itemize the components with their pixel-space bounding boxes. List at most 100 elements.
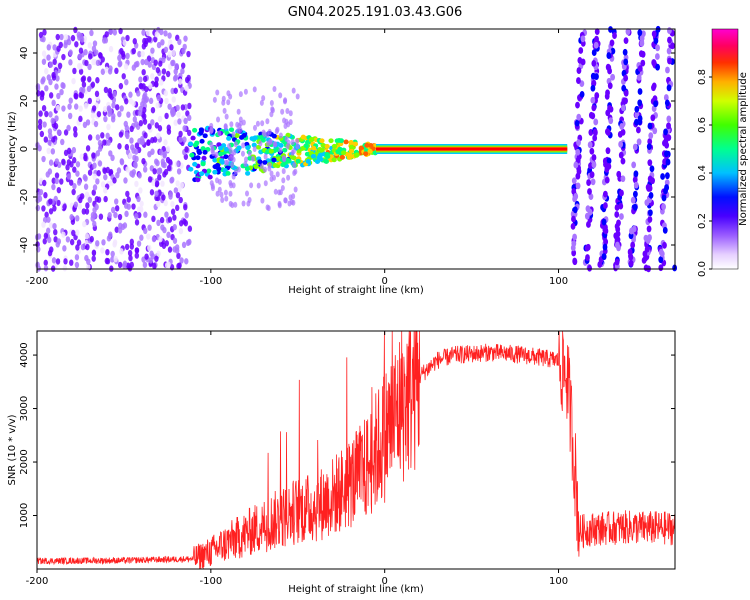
- heatmap-stripe-blob: [646, 143, 652, 150]
- heatmap-noise-blob: [81, 81, 87, 88]
- heatmap-noise-blob: [142, 118, 148, 125]
- heatmap-noise-blob: [54, 158, 60, 165]
- heatmap-noise-blob: [170, 107, 176, 114]
- heatmap-noise-blob: [147, 61, 152, 68]
- heatmap-signal-blob: [367, 148, 373, 154]
- heatmap-noise-blob: [178, 130, 183, 138]
- heatmap-noise-blob: [38, 31, 44, 39]
- heatmap-noise-blob: [117, 213, 123, 221]
- heatmap-noise-blob: [171, 49, 176, 57]
- heatmap-noise-blob: [136, 240, 142, 247]
- heatmap-faint-blob: [223, 189, 228, 196]
- heatmap-faint-blob: [214, 151, 219, 158]
- heatmap-noise-blob: [184, 212, 189, 219]
- heatmap-noise-blob: [42, 238, 47, 245]
- colorbar-tick-label: 0.4: [697, 165, 708, 181]
- heatmap-noise-blob: [133, 61, 139, 68]
- heatmap-faint-blob: [281, 177, 286, 184]
- heatmap-noise-blob: [172, 214, 177, 221]
- heatmap-noise-blob: [37, 145, 42, 152]
- heatmap-noise-blob: [41, 221, 46, 228]
- heatmap-stripe-blob: [636, 138, 642, 146]
- heatmap-noise-blob: [122, 222, 128, 229]
- heatmap-stripe-blob: [643, 234, 649, 242]
- heatmap-stripe-blob: [648, 191, 654, 199]
- heatmap-noise-blob: [114, 205, 120, 212]
- heatmap-noise-blob: [106, 123, 111, 131]
- heatmap-faint-blob: [266, 205, 271, 212]
- heatmap-noise-blob: [56, 45, 61, 52]
- heatmap-noise-blob: [164, 97, 169, 105]
- colorbar-tick-label: 0.2: [697, 213, 708, 229]
- heatmap-noise-blob: [85, 119, 91, 126]
- heatmap-noise-blob: [117, 261, 123, 269]
- heatmap-stripe-blob: [571, 215, 576, 223]
- heatmap-stripe-blob: [628, 260, 634, 267]
- heatmap-noise-blob: [92, 40, 98, 47]
- heatmap-stripe-blob: [636, 126, 641, 134]
- heatmap-noise-blob: [48, 198, 53, 205]
- heatmap-stripe-blob: [612, 32, 617, 39]
- snr-y-tick-label: 2000: [19, 449, 30, 474]
- heatmap-signal-blob: [271, 157, 277, 163]
- heatmap-signal-blob: [190, 135, 196, 141]
- heatmap-stripe-blob: [575, 156, 581, 164]
- heatmap-stripe-blob: [576, 67, 582, 74]
- heatmap-faint-blob: [275, 171, 280, 178]
- heatmap-noise-blob: [42, 29, 47, 36]
- heatmap-noise-blob: [105, 132, 110, 140]
- heatmap-noise-blob: [131, 100, 136, 107]
- heatmap-noise-blob: [125, 52, 130, 60]
- heatmap-noise-blob: [132, 116, 138, 123]
- heatmap-signal-blob: [339, 154, 345, 160]
- heatmap-faint-blob: [217, 186, 222, 193]
- heatmap-signal-blob: [202, 149, 208, 155]
- heatmap-signal-blob: [196, 150, 203, 156]
- heatmap-noise-blob: [44, 68, 49, 75]
- heatmap-noise-blob: [156, 219, 161, 227]
- heatmap-noise-blob: [48, 222, 54, 229]
- heatmap-noise-blob: [176, 252, 181, 260]
- heatmap-noise-blob: [123, 177, 128, 184]
- heatmap-faint-blob: [247, 150, 252, 157]
- heatmap-noise-blob: [164, 112, 169, 120]
- heatmap-noise-blob: [124, 124, 130, 132]
- heatmap-signal-blob: [310, 153, 317, 159]
- heatmap-noise-blob: [184, 258, 189, 265]
- heatmap-signal-blob: [285, 157, 291, 163]
- heatmap-noise-blob: [115, 104, 120, 111]
- snr-x-tick-label: -200: [26, 576, 49, 587]
- heatmap-noise-blob: [82, 220, 87, 228]
- heatmap-noise-blob: [134, 252, 140, 259]
- heatmap-noise-blob: [66, 147, 72, 155]
- heatmap-noise-blob: [124, 243, 130, 251]
- heatmap-noise-blob: [172, 75, 178, 82]
- heatmap-stripe-blob: [652, 95, 658, 103]
- heatmap-noise-blob: [159, 79, 164, 86]
- heatmap-signal-blob: [341, 150, 347, 156]
- heatmap-stripe-blob: [592, 128, 598, 136]
- heatmap-noise-blob: [139, 135, 145, 143]
- heatmap-stripe-blob: [620, 175, 626, 183]
- colorbar-label: Normalized spectral amplitude: [738, 72, 749, 226]
- heatmap-noise-blob: [107, 68, 113, 75]
- heatmap-noise-blob: [111, 101, 116, 109]
- heatmap-stripe-blob: [610, 73, 616, 81]
- heatmap-noise-blob: [71, 188, 76, 196]
- heatmap-noise-blob: [126, 111, 131, 118]
- heatmap-faint-blob: [269, 170, 274, 177]
- heatmap-noise-blob: [67, 112, 73, 120]
- heatmap-noise-blob: [183, 204, 188, 211]
- heatmap-noise-blob: [168, 159, 173, 166]
- heatmap-faint-blob: [255, 120, 260, 127]
- heatmap-stripe-blob: [634, 111, 640, 119]
- heatmap-stripe-blob: [637, 88, 643, 95]
- heatmap-noise-blob: [72, 183, 77, 190]
- heatmap-stripe-blob: [580, 35, 586, 43]
- heatmap-signal-blob: [328, 138, 334, 144]
- heatmap-stripe-blob: [576, 77, 581, 84]
- heatmap-noise-blob: [114, 67, 119, 75]
- heatmap-noise-blob: [124, 143, 130, 151]
- heatmap-noise-blob: [78, 32, 84, 40]
- heatmap-faint-blob: [284, 118, 289, 125]
